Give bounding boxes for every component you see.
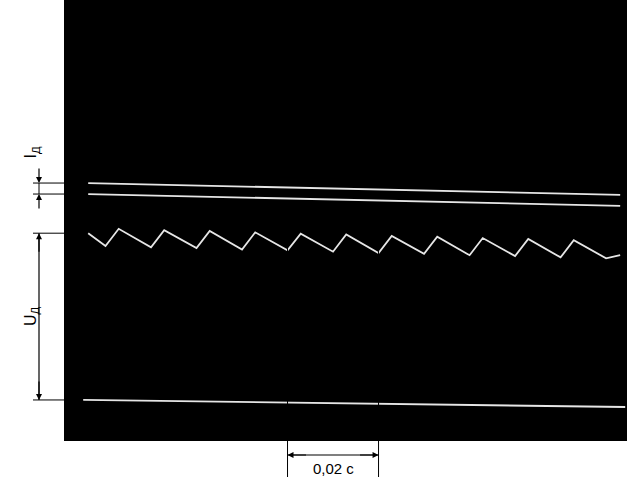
svg-text:I​Д​: I​Д​ — [22, 146, 41, 158]
svg-text:U​Д​: U​Д​ — [22, 307, 41, 327]
svg-text:0,02 с: 0,02 с — [313, 460, 354, 477]
